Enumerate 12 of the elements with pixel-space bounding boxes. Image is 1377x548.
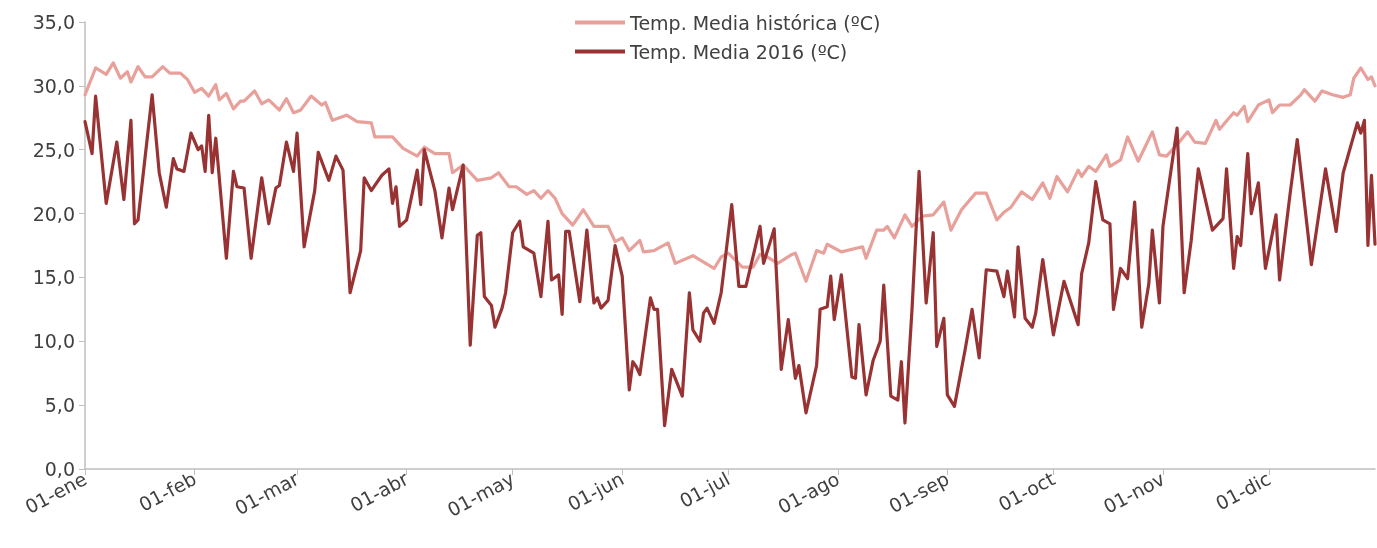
y-tick-label: 0,0 [44, 458, 75, 480]
legend-label: Temp. Media 2016 (ºC) [629, 40, 848, 63]
line-series [83, 61, 1377, 283]
y-tick-label: 25,0 [32, 138, 75, 161]
legend-label: Temp. Media histórica (ºC) [629, 11, 881, 34]
y-tick-label: 15,0 [32, 266, 75, 289]
line-series [83, 93, 1377, 428]
y-tick-label: 5,0 [44, 394, 75, 417]
y-tick-label: 35,0 [32, 11, 75, 33]
y-tick-label: 20,0 [32, 202, 75, 225]
y-tick-label: 10,0 [32, 330, 75, 353]
y-tick-label: 30,0 [32, 74, 75, 97]
